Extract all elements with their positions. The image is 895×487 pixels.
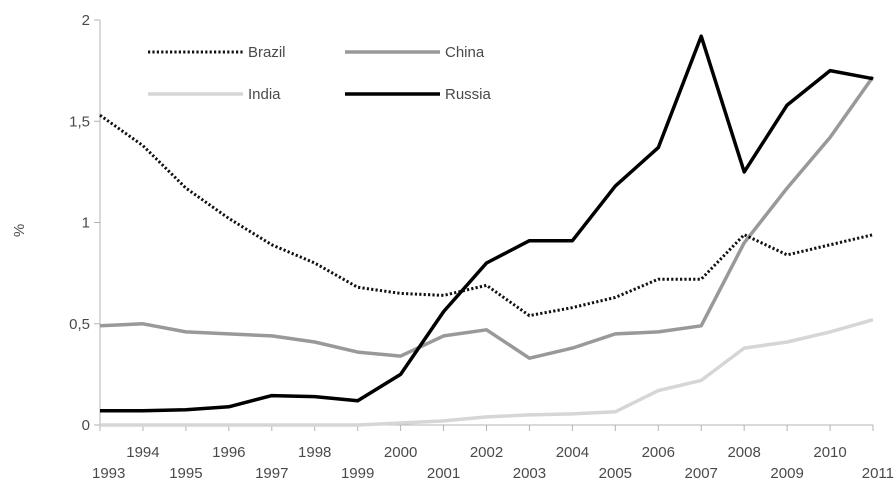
- x-tick-label: 2000: [384, 444, 417, 461]
- legend: Brazil China India Russia: [148, 44, 492, 103]
- series-line-russia: [100, 34, 874, 413]
- x-tick-label: 1996: [212, 444, 245, 461]
- series-lines: [99, 34, 875, 427]
- x-tick-label: 2011: [862, 465, 894, 482]
- x-tick-label: 2009: [770, 465, 803, 482]
- y-tick-label: 2: [82, 12, 90, 29]
- legend-label-china: China: [445, 44, 485, 61]
- y-axis-title: %: [11, 224, 28, 237]
- series-line-brazil: [99, 113, 874, 318]
- x-tick-label: 2001: [427, 465, 460, 482]
- legend-label-brazil: Brazil: [248, 44, 286, 61]
- y-tick-label: 1: [82, 215, 90, 232]
- x-tick-label: 1994: [126, 444, 159, 461]
- y-tick-label: 0: [82, 417, 90, 434]
- x-tick-label: 1995: [169, 465, 202, 482]
- y-axis-title-group: %: [11, 224, 28, 237]
- axes: [99, 20, 873, 426]
- x-tick-label: 2008: [727, 444, 760, 461]
- x-tick-label: 1999: [341, 465, 374, 482]
- x-tick-label: 1997: [255, 465, 288, 482]
- x-tick-label: 2006: [642, 444, 675, 461]
- x-tick-label: 2002: [470, 444, 503, 461]
- x-tick-label: 2010: [813, 444, 846, 461]
- x-tick-label: 1993: [92, 465, 125, 482]
- legend-label-india: India: [248, 86, 281, 103]
- series-line-india: [100, 318, 874, 427]
- x-tick-label: 2003: [513, 465, 546, 482]
- x-tick-label: 2007: [685, 465, 718, 482]
- x-tick-label: 2004: [556, 444, 589, 461]
- series-line-china: [99, 75, 875, 360]
- y-axis-ticks: 0 0,5 1 1,5 2: [69, 12, 100, 434]
- y-tick-label: 0,5: [69, 316, 90, 333]
- x-tick-label: 1998: [298, 444, 331, 461]
- legend-label-russia: Russia: [445, 86, 492, 103]
- y-tick-label: 1,5: [69, 113, 90, 130]
- x-tick-label: 2005: [599, 465, 632, 482]
